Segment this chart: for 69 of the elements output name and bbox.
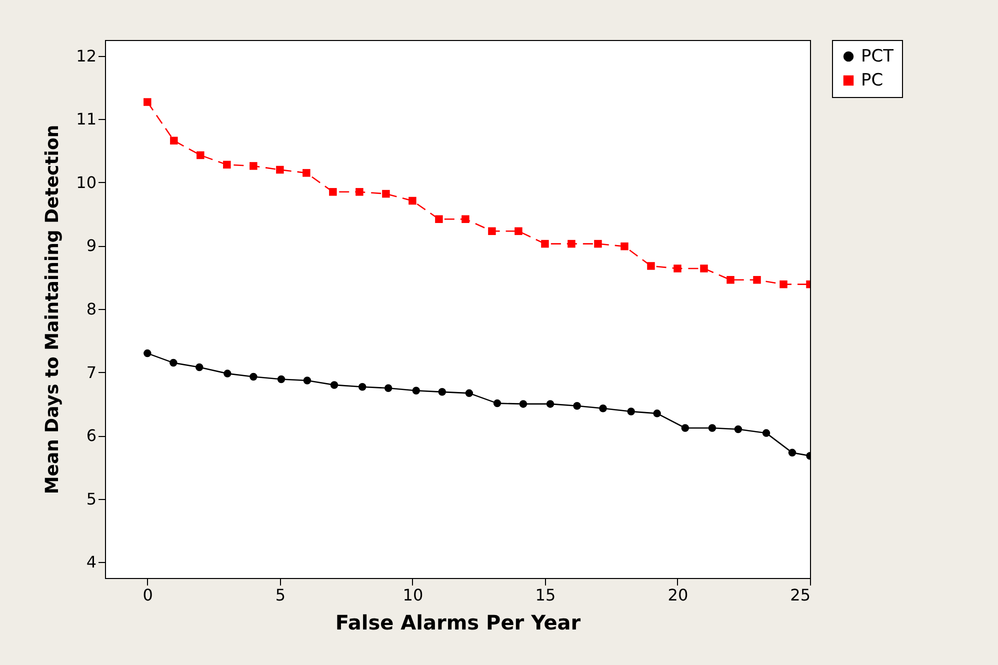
point (762, 429, 770, 437)
point (276, 166, 284, 174)
y-tick-label: 7 (86, 362, 96, 382)
x-tick-label: 10 (402, 586, 424, 604)
point (438, 388, 446, 396)
point (514, 227, 522, 236)
point (303, 376, 312, 384)
point (412, 386, 420, 395)
y-tick-label: 10 (76, 172, 96, 192)
point (302, 169, 310, 177)
point (435, 215, 443, 223)
x-axis-title: False Alarms Per Year (335, 610, 581, 634)
point (753, 276, 761, 284)
point (224, 370, 232, 378)
point (356, 188, 364, 196)
y-tick-label: 8 (86, 300, 96, 318)
point (519, 400, 528, 408)
point (384, 384, 392, 392)
point (594, 240, 602, 248)
y-tick-label: 4 (86, 552, 96, 572)
point (726, 276, 734, 284)
point (653, 410, 661, 418)
point (195, 363, 204, 372)
legend-label: PC (861, 70, 884, 90)
point (329, 188, 337, 196)
point (620, 242, 628, 250)
point (780, 280, 788, 288)
y-axis-title: Mean Days to Maintaining Detection (42, 124, 64, 494)
point (788, 448, 796, 457)
point (223, 160, 231, 169)
point (647, 262, 655, 270)
point (408, 196, 416, 205)
point (196, 151, 204, 160)
point (674, 264, 682, 272)
point (546, 400, 554, 408)
point (573, 402, 581, 410)
y-tick-label: 5 (86, 489, 96, 508)
point (681, 424, 690, 432)
y-tick-label: 12 (76, 46, 96, 66)
point (627, 408, 635, 416)
point (170, 136, 178, 145)
point (488, 227, 496, 236)
x-tick-label: 5 (275, 586, 286, 604)
x-tick-label: 0 (142, 586, 153, 604)
point (599, 404, 607, 412)
point (462, 215, 470, 223)
point (493, 399, 502, 408)
legend-label: PCT (861, 46, 894, 66)
point (541, 240, 549, 248)
point (170, 358, 178, 367)
point (568, 240, 576, 248)
x-tick-label: 25 (790, 586, 810, 604)
point (382, 190, 390, 198)
x-tick-label: 20 (668, 586, 688, 604)
point (144, 98, 152, 106)
point (250, 372, 258, 381)
y-tick-label: 9 (86, 236, 96, 256)
point (144, 349, 152, 358)
x-tick-label: 15 (535, 586, 556, 604)
point (465, 389, 474, 398)
point (277, 375, 286, 384)
point (708, 424, 716, 432)
point (734, 425, 742, 434)
y-tick-label: 11 (76, 110, 96, 129)
point (358, 382, 366, 391)
point (250, 162, 258, 170)
point (700, 264, 708, 272)
point (330, 381, 338, 389)
y-tick-label: 6 (86, 426, 96, 446)
